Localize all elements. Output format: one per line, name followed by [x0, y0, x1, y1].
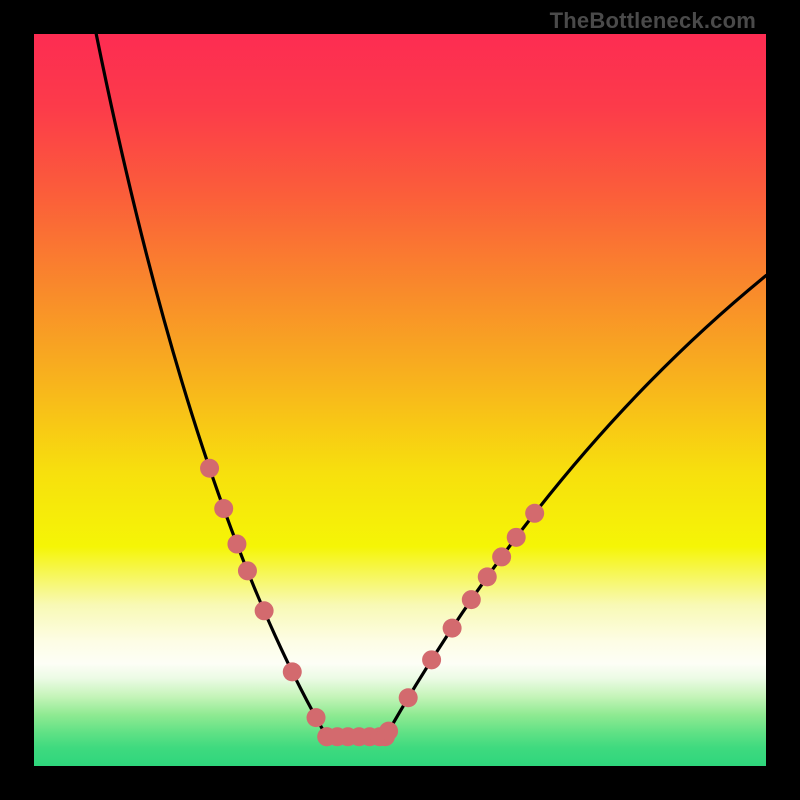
curve-marker — [214, 499, 233, 518]
bottleneck-curve — [96, 34, 766, 737]
curve-marker — [227, 535, 246, 554]
curve-layer — [34, 34, 766, 766]
curve-marker — [307, 708, 326, 727]
curve-marker — [478, 567, 497, 586]
curve-marker — [379, 722, 398, 741]
curve-marker — [422, 650, 441, 669]
curve-marker — [255, 601, 274, 620]
plot-area — [34, 34, 766, 766]
curve-marker — [507, 528, 526, 547]
curve-marker — [525, 504, 544, 523]
curve-marker — [200, 459, 219, 478]
curve-marker — [443, 619, 462, 638]
curve-marker — [492, 547, 511, 566]
watermark-text: TheBottleneck.com — [550, 8, 756, 34]
curve-marker — [462, 590, 481, 609]
curve-markers — [200, 459, 544, 746]
chart-frame: TheBottleneck.com — [0, 0, 800, 800]
curve-marker — [399, 688, 418, 707]
curve-marker — [238, 561, 257, 580]
curve-marker — [283, 662, 302, 681]
